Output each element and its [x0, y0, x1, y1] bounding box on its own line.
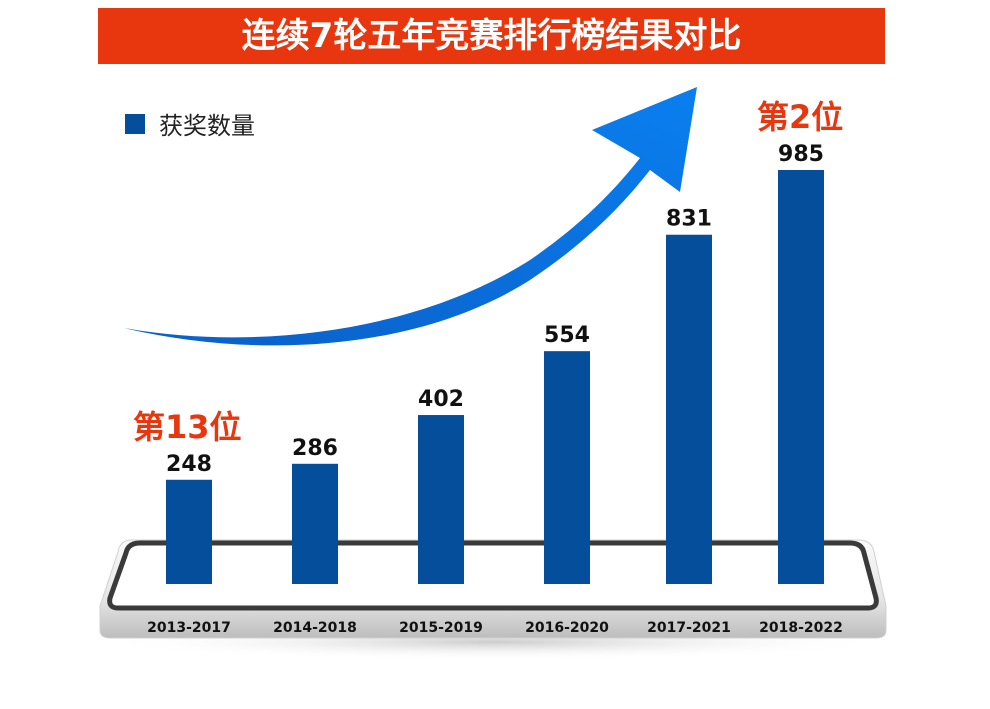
- value-label-2013-2017: 248: [166, 452, 212, 477]
- legend: 获奖数量: [125, 106, 255, 141]
- x-tick-label-2013-2017: 2013-2017: [147, 620, 231, 636]
- x-tick-label-2014-2018: 2014-2018: [273, 620, 357, 636]
- bars-layer: [166, 170, 824, 584]
- bar-2014-2018: [292, 463, 338, 584]
- legend-label: 获奖数量: [159, 112, 255, 140]
- bar-2015-2019: [418, 415, 464, 584]
- title-banner: [98, 8, 885, 64]
- value-labels-layer: 248 286 402 554 831 985: [166, 142, 824, 477]
- x-tick-label-2017-2021: 2017-2021: [647, 620, 731, 636]
- bar-2018-2022: [778, 170, 824, 584]
- platform-inner-frame: [107, 540, 879, 611]
- x-tick-labels-layer: 2013-2017 2014-2018 2015-2019 2016-2020 2017…: [147, 620, 843, 636]
- value-label-2018-2022: 985: [778, 142, 824, 167]
- value-label-2016-2020: 554: [544, 323, 590, 348]
- rank-annotation-first: 第13位: [133, 408, 242, 446]
- x-tick-label-2016-2020: 2016-2020: [525, 620, 609, 636]
- rank-annotation-last: 第2位: [757, 98, 844, 136]
- value-label-2015-2019: 402: [418, 387, 464, 412]
- bar-2017-2021: [666, 234, 712, 584]
- chart-title: 连续7轮五年竞赛排行榜结果对比: [241, 16, 742, 56]
- value-label-2014-2018: 286: [292, 436, 338, 461]
- growth-arrow: [124, 87, 697, 346]
- bar-2013-2017: [166, 479, 212, 584]
- legend-swatch: [125, 113, 145, 134]
- x-tick-label-2015-2019: 2015-2019: [399, 620, 483, 636]
- x-tick-label-2018-2022: 2018-2022: [759, 620, 843, 636]
- value-label-2017-2021: 831: [666, 207, 712, 232]
- bar-2016-2020: [544, 351, 590, 584]
